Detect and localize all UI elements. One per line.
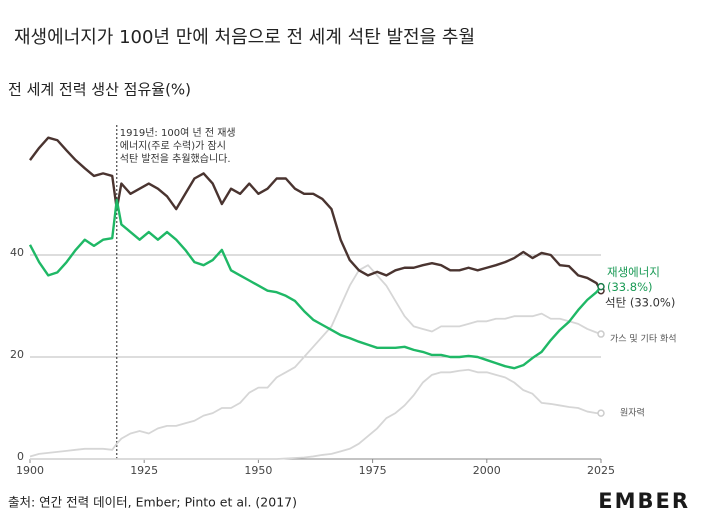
series-end-label: (33.8%)	[607, 280, 653, 294]
series-name: 석탄	[605, 295, 627, 309]
x-tick-label: 2000	[473, 464, 501, 477]
annotation-text: 석탄 발전을 추월했습니다.	[120, 152, 231, 165]
chart-title: 재생에너지가 100년 만에 처음으로 전 세계 석탄 발전을 추월	[14, 27, 475, 48]
series-label: 가스 및 기타 화석	[610, 333, 677, 345]
x-tick-label: 1950	[244, 464, 272, 477]
y-tick-label: 0	[17, 450, 24, 463]
series-label: 석탄 (33.0%)	[605, 295, 675, 309]
line-2	[29, 136, 603, 292]
x-tick-label: 1975	[359, 464, 387, 477]
series-label: 원자력	[620, 407, 645, 419]
y-tick-label: 20	[10, 348, 24, 361]
logo: EMBER	[598, 489, 690, 513]
end-dot	[597, 409, 605, 417]
chart-subtitle: 전 세계 전력 생산 점유율(%)	[8, 81, 191, 99]
y-tick-label: 40	[10, 246, 24, 259]
x-tick-label: 2025	[587, 464, 615, 477]
series-end-label: (33.0%)	[630, 295, 676, 309]
line-1	[30, 368, 601, 460]
series-label: 재생에너지	[607, 265, 660, 279]
line-3	[28, 198, 602, 370]
x-tick-label: 1900	[16, 464, 44, 477]
x-tick-label: 1925	[130, 464, 158, 477]
source: 출처: 연간 전력 데이터, Ember; Pinto et al. (2017…	[8, 495, 297, 510]
annotation-text: 에너지(주로 수력)가 잠시	[120, 140, 226, 152]
annotation-text: 1919년: 100여 년 전 재생	[120, 127, 236, 139]
end-dot	[597, 330, 605, 338]
end-dot	[597, 282, 605, 291]
line-0	[29, 264, 602, 458]
